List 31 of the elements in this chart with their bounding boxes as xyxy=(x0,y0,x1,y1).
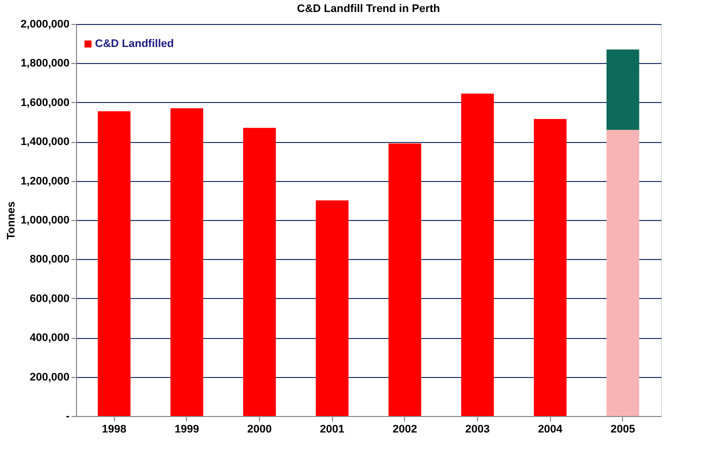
bar xyxy=(461,94,494,416)
y-tick-label: 400,000 xyxy=(30,332,70,344)
legend-label: C&D Landfilled xyxy=(95,38,174,50)
x-tick-label: 2003 xyxy=(465,424,490,436)
y-tick-label: 200,000 xyxy=(30,371,70,384)
y-tick-label: - xyxy=(66,410,70,422)
bar xyxy=(170,108,204,416)
bar xyxy=(243,128,276,416)
bar xyxy=(98,111,131,416)
bar xyxy=(534,119,567,416)
y-tick-label: 1,400,000 xyxy=(20,136,70,148)
x-tick-label: 2005 xyxy=(610,424,636,436)
y-tick-label: 600,000 xyxy=(30,292,70,305)
chart-title: C&D Landfill Trend in Perth xyxy=(296,3,440,15)
x-tick-label: 2000 xyxy=(247,424,272,436)
bar xyxy=(388,144,422,416)
y-axis-title: Tonnes xyxy=(6,201,18,240)
bar xyxy=(606,49,640,130)
x-tick-label: 2001 xyxy=(320,424,344,436)
y-tick-label: 1,000,000 xyxy=(20,214,70,226)
y-tick-label: 1,800,000 xyxy=(20,58,70,70)
x-tick-label: 1999 xyxy=(174,424,200,436)
y-tick-label: 1,600,000 xyxy=(20,96,70,109)
bar xyxy=(606,130,640,416)
x-tick-label: 2002 xyxy=(392,424,418,436)
y-tick-label: 800,000 xyxy=(30,254,70,266)
y-tick-label: 2,000,000 xyxy=(20,18,70,30)
y-tick-label: 1,200,000 xyxy=(20,175,70,188)
x-tick-label: 1998 xyxy=(102,424,126,436)
x-tick-label: 2004 xyxy=(538,424,564,436)
bar xyxy=(316,200,349,416)
